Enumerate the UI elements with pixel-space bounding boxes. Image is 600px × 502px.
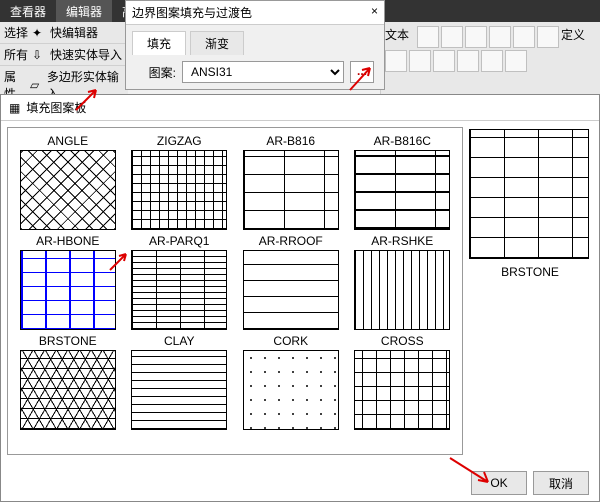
pattern-grid[interactable]: ANGLE ZIGZAGAR-B816 AR-B816C AR-HBONE AR-PAR… bbox=[7, 127, 463, 455]
pattern-label: AR-RSHKE bbox=[349, 234, 457, 248]
pattern-label: AR-PARQ1 bbox=[126, 234, 234, 248]
tool-label: 文本 bbox=[385, 26, 415, 48]
pattern-swatch[interactable] bbox=[131, 350, 227, 430]
pattern-swatch[interactable] bbox=[354, 350, 450, 430]
pattern-cell[interactable]: ZIGZAG bbox=[124, 132, 236, 232]
cancel-button[interactable]: 取消 bbox=[533, 471, 589, 495]
tool-button[interactable] bbox=[457, 50, 479, 72]
tab-fill[interactable]: 填充 bbox=[132, 31, 186, 55]
pattern-label: CLAY bbox=[126, 334, 234, 348]
preview-label: BRSTONE bbox=[469, 265, 591, 279]
pattern-cell[interactable]: CORK bbox=[235, 332, 347, 432]
tool-button[interactable] bbox=[433, 50, 455, 72]
tool-button[interactable] bbox=[513, 26, 535, 48]
ok-button[interactable]: OK bbox=[471, 471, 527, 495]
tool-button[interactable] bbox=[417, 26, 439, 48]
side-label: 选择 bbox=[4, 24, 28, 41]
pattern-palette-dialog: ▦ 填充图案板 ANGLE ZIGZAGAR-B816 AR-B816C AR-HBO… bbox=[0, 94, 600, 502]
import-icon: ⇩ bbox=[32, 48, 46, 62]
pattern-swatch[interactable] bbox=[243, 250, 339, 330]
pattern-cell[interactable]: AR-RSHKE bbox=[347, 232, 459, 332]
close-icon[interactable]: × bbox=[371, 4, 378, 21]
polygon-icon: ▱ bbox=[30, 78, 43, 92]
hatch-dialog: 边界图案填充与过渡色 × 填充 渐变 图案: ANSI31 ... bbox=[125, 0, 385, 90]
pattern-label: BRSTONE bbox=[14, 334, 122, 348]
menu-tab-editor[interactable]: 编辑器 bbox=[56, 0, 112, 22]
tool-button[interactable] bbox=[537, 26, 559, 48]
tool-button[interactable] bbox=[409, 50, 431, 72]
tool-button[interactable] bbox=[385, 50, 407, 72]
menu-tab-viewer[interactable]: 查看器 bbox=[0, 0, 56, 22]
pattern-swatch[interactable] bbox=[20, 150, 116, 230]
palette-title: 填充图案板 bbox=[26, 99, 86, 116]
quick-edit-icon: ✦ bbox=[32, 26, 46, 40]
pattern-swatch[interactable] bbox=[20, 350, 116, 430]
tool-button[interactable] bbox=[465, 26, 487, 48]
tool-label: 定义 bbox=[561, 26, 591, 48]
pattern-cell[interactable]: AR-HBONE bbox=[12, 232, 124, 332]
pattern-cell[interactable]: CLAY bbox=[124, 332, 236, 432]
pattern-label: AR-B816 bbox=[237, 134, 345, 148]
app-icon: ▦ bbox=[9, 101, 20, 115]
pattern-cell[interactable]: BRSTONE bbox=[12, 332, 124, 432]
pattern-swatch[interactable] bbox=[243, 350, 339, 430]
pattern-cell[interactable]: AR-B816 bbox=[235, 132, 347, 232]
pattern-select[interactable]: ANSI31 bbox=[182, 61, 344, 83]
pattern-swatch[interactable] bbox=[354, 250, 450, 330]
tool-button[interactable] bbox=[481, 50, 503, 72]
browse-pattern-button[interactable]: ... bbox=[350, 61, 374, 83]
preview-swatch bbox=[469, 129, 589, 259]
tool-button[interactable] bbox=[505, 50, 527, 72]
pattern-label: CORK bbox=[237, 334, 345, 348]
pattern-cell[interactable]: CROSS bbox=[347, 332, 459, 432]
pattern-label: AR-RROOF bbox=[237, 234, 345, 248]
pattern-label: ZIGZAG bbox=[126, 134, 234, 148]
pattern-cell[interactable]: AR-PARQ1 bbox=[124, 232, 236, 332]
hatch-dialog-title: 边界图案填充与过渡色 bbox=[132, 4, 252, 21]
pattern-label: 图案: bbox=[136, 64, 176, 81]
tool-button[interactable] bbox=[441, 26, 463, 48]
pattern-swatch[interactable] bbox=[131, 250, 227, 330]
pattern-label: CROSS bbox=[349, 334, 457, 348]
pattern-swatch[interactable] bbox=[131, 150, 227, 230]
pattern-cell[interactable]: ANGLE bbox=[12, 132, 124, 232]
side-panel: 选择✦快编辑器 所有⇩快速实体导入 属性▱多边形实体输入 bbox=[0, 22, 128, 105]
pattern-swatch[interactable] bbox=[354, 150, 450, 230]
tab-gradient[interactable]: 渐变 bbox=[190, 31, 244, 55]
tool-button[interactable] bbox=[489, 26, 511, 48]
pattern-label: AR-B816C bbox=[349, 134, 457, 148]
side-label: 所有 bbox=[4, 46, 28, 63]
preview-panel: BRSTONE bbox=[469, 121, 599, 461]
pattern-swatch[interactable] bbox=[243, 150, 339, 230]
pattern-swatch[interactable] bbox=[20, 250, 116, 330]
side-label[interactable]: 快速实体导入 bbox=[50, 46, 122, 63]
right-toolbar: 文本 定义 bbox=[380, 22, 600, 94]
pattern-cell[interactable]: AR-RROOF bbox=[235, 232, 347, 332]
pattern-label: ANGLE bbox=[14, 134, 122, 148]
side-label[interactable]: 快编辑器 bbox=[50, 24, 98, 41]
pattern-label: AR-HBONE bbox=[14, 234, 122, 248]
pattern-cell[interactable]: AR-B816C bbox=[347, 132, 459, 232]
